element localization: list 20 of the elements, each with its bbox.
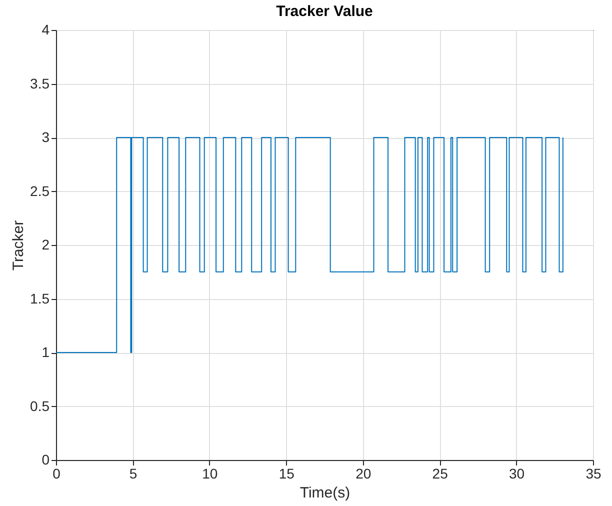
x-tick-label: 5 [129, 466, 138, 482]
x-axis-title: Time(s) [300, 484, 350, 502]
y-tick-label: 3 [42, 129, 50, 145]
y-tick-label: 2 [42, 236, 50, 252]
chart-title: Tracker Value [276, 3, 373, 20]
y-tick-label: 0 [42, 452, 50, 468]
x-tick-label: 15 [278, 466, 295, 482]
x-tick-label: 25 [432, 466, 448, 482]
y-tick-label: 1 [42, 344, 50, 360]
x-tick-label: 0 [52, 466, 61, 482]
y-tick-label: 0.5 [30, 398, 50, 414]
x-tick-label: 10 [202, 466, 218, 482]
y-tick-label: 3.5 [30, 75, 50, 92]
x-tick-label: 20 [356, 466, 372, 482]
x-tick-label: 35 [586, 466, 602, 482]
y-tick-label: 2.5 [30, 182, 50, 199]
x-tick-label: 30 [508, 466, 525, 482]
y-tick-label: 4 [42, 22, 50, 38]
y-tick-label: 1.5 [30, 290, 50, 306]
y-axis-title: Tracker [10, 220, 28, 271]
